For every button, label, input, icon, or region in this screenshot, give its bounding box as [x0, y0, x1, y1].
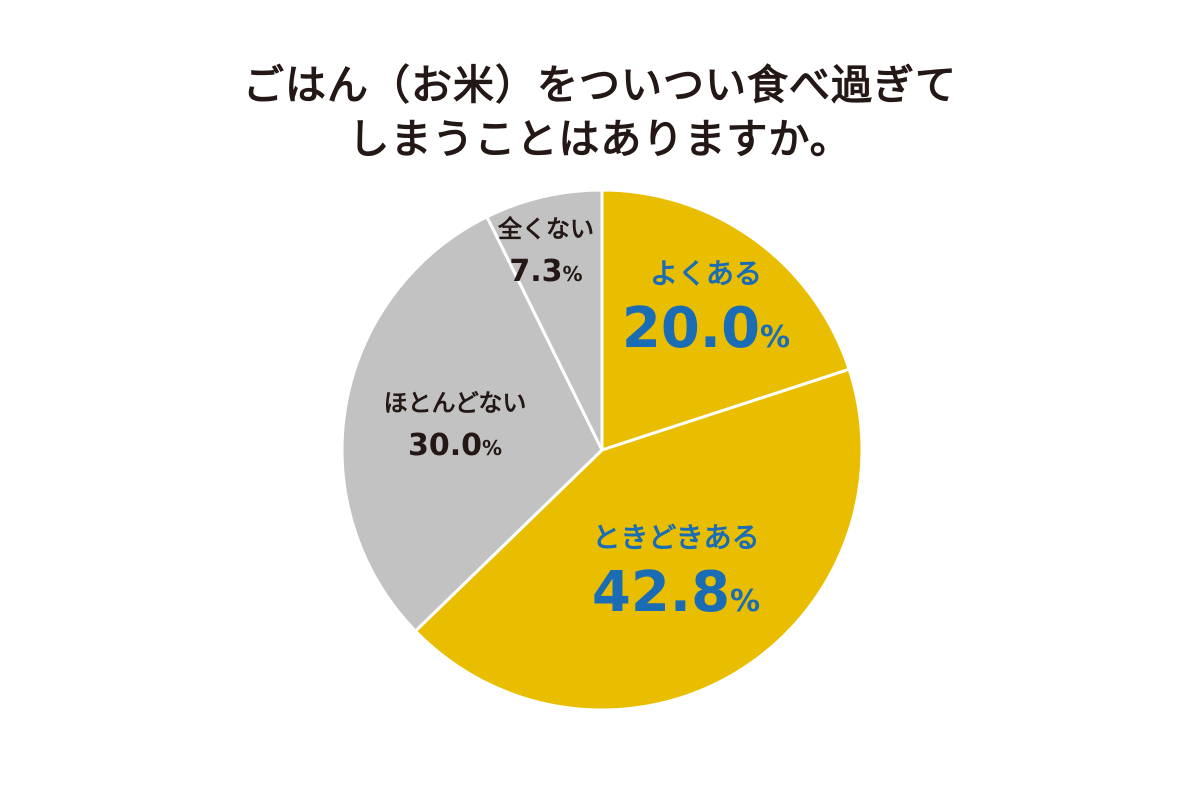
chart-title-line-2: しまうことはありますか。	[348, 115, 852, 163]
pie-slice-4-value-number: 7.3	[509, 254, 562, 289]
pie-slice-1-value-unit: %	[760, 320, 790, 355]
pie-slice-4-value-unit: %	[563, 262, 583, 286]
chart-title: ごはん（お米）をついつい食べ過ぎて しまうことはありますか。	[0, 58, 1200, 166]
pie-slices	[340, 188, 864, 712]
pie-slice-4-label: 全くない	[497, 215, 594, 243]
pie-slice-3-value: 30.0%	[408, 428, 502, 463]
pie-slice-2-label: ときどきある	[592, 521, 759, 554]
pie-slice-2-value-unit: %	[730, 584, 760, 619]
chart-title-line-1: ごはん（お米）をついつい食べ過ぎて	[243, 61, 957, 109]
pie-slice-1-value-number: 20.0	[622, 296, 760, 361]
pie-slice-3-value-number: 30.0	[408, 428, 482, 463]
pie-slice-2-value-number: 42.8	[592, 560, 730, 625]
pie-slice-3-value-unit: %	[482, 436, 502, 460]
pie-slice-4-value: 7.3%	[509, 254, 582, 289]
pie-slice-1-label: よくある	[650, 257, 762, 290]
pie-slice-2	[413, 367, 864, 712]
pie-slice-1	[600, 188, 851, 452]
pie-labels: よくある 20.0% ときどきある 42.8% ほとんどない 30.0% 全くない 7.3%	[384, 215, 791, 625]
pie-slice-4	[485, 188, 604, 452]
pie-slice-1-value: 20.0%	[622, 296, 790, 361]
pie-slice-3-label: ほとんどない	[384, 389, 527, 417]
pie-slice-2-value: 42.8%	[592, 560, 760, 625]
